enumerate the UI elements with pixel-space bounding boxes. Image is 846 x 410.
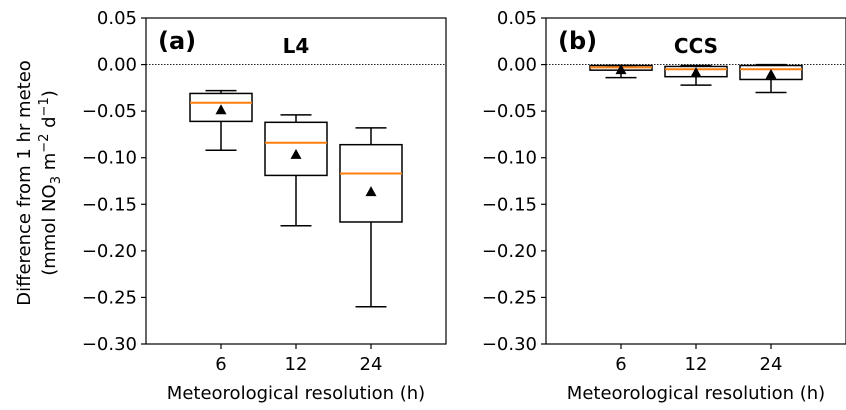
panel-b: 0.05 0.00 −0.05 −0.10 −0.15 −0.20 −0.25 −0.30 6 1…	[482, 8, 846, 404]
y-tick-label: 0.00	[497, 55, 537, 76]
y-tick-label: −0.10	[82, 148, 137, 169]
box-6h	[589, 64, 653, 79]
y-tick-label: 0.05	[497, 8, 537, 29]
y-axis-label: Difference from 1 hr meteo (mmol NO3 m−2…	[14, 60, 64, 306]
box-24h	[339, 127, 403, 308]
x-tick-label: 12	[285, 354, 308, 375]
y-axis-label-line2: (mmol NO3 m−2 d−1)	[37, 90, 64, 276]
y-tick-label: −0.25	[482, 287, 537, 308]
panel-a: 0.05 0.00 −0.05 −0.10 −0.15 −0.20 −0.25 −0.30 6 1…	[82, 8, 447, 404]
box-iqr	[739, 64, 803, 81]
y-tick-label: −0.05	[82, 101, 137, 122]
y-axis-label-d: d	[39, 116, 60, 133]
y-tick-label: −0.15	[82, 194, 137, 215]
y-axis-label-sup-d1: −1	[37, 97, 52, 116]
x-axis-label: Meteorological resolution (h)	[567, 383, 825, 404]
y-axis-label-close: )	[39, 90, 60, 97]
mean-marker	[615, 64, 627, 75]
x-tick-label: 12	[685, 354, 708, 375]
mean-marker	[290, 148, 302, 159]
y-axis-label-m: m	[39, 153, 60, 176]
x-tick-label: 6	[615, 354, 626, 375]
y-tick-label: −0.15	[482, 194, 537, 215]
y-tick-label: −0.10	[482, 148, 537, 169]
box-iqr	[189, 92, 253, 123]
y-tick-label: 0.00	[97, 55, 137, 76]
panel-letter: (b)	[558, 27, 597, 55]
box-24h	[739, 63, 803, 94]
panel-title: L4	[283, 34, 310, 58]
x-tick-label: 6	[215, 354, 226, 375]
mean-marker	[690, 66, 702, 77]
y-tick-label: −0.20	[82, 241, 137, 262]
mean-marker	[765, 68, 777, 79]
y-axis-label-sup-m2: −2	[37, 134, 52, 153]
y-tick-label: 0.05	[97, 8, 137, 29]
y-tick-label: −0.30	[82, 334, 137, 355]
box-iqr	[339, 143, 403, 223]
y-tick-label: −0.20	[482, 241, 537, 262]
box-12h	[664, 64, 728, 86]
y-tick-label: −0.30	[482, 334, 537, 355]
x-tick-label: 24	[760, 354, 783, 375]
box-12h	[264, 114, 328, 227]
x-axis-label: Meteorological resolution (h)	[167, 383, 425, 404]
panels: 0.05 0.00 −0.05 −0.10 −0.15 −0.20 −0.25 −0.30 6 1…	[82, 8, 846, 404]
panel-letter: (a)	[158, 27, 196, 55]
mean-marker	[215, 104, 227, 115]
y-axis-label-line1: Difference from 1 hr meteo	[14, 60, 35, 306]
y-axis-label-sub3: 3	[49, 176, 64, 184]
mean-marker	[365, 186, 377, 197]
box-6h	[189, 89, 253, 152]
panel-title: CCS	[674, 34, 718, 58]
y-tick-label: −0.05	[482, 101, 537, 122]
box-iqr	[264, 121, 328, 177]
y-tick-label: −0.25	[82, 287, 137, 308]
y-axis-label-prefix: (mmol NO	[39, 184, 60, 275]
x-tick-label: 24	[360, 354, 383, 375]
